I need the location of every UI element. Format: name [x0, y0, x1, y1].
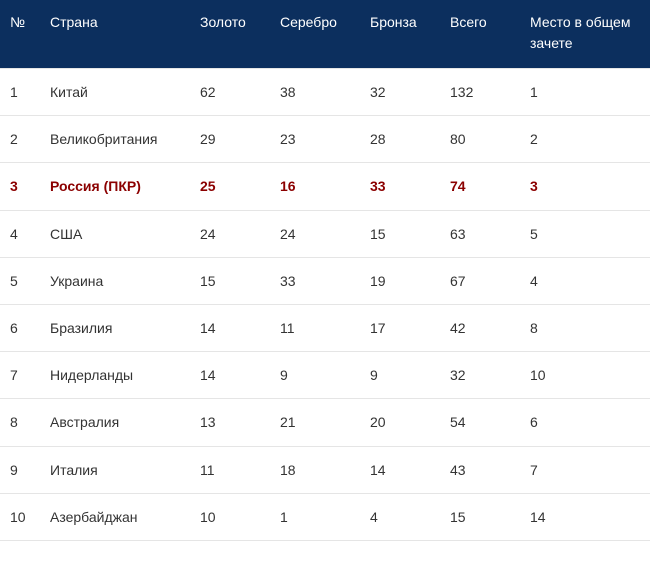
cell-silver: 16 [270, 163, 360, 210]
cell-num: 8 [0, 399, 40, 446]
cell-num: 3 [0, 163, 40, 210]
cell-country: Бразилия [40, 304, 190, 351]
cell-total: 74 [440, 163, 520, 210]
cell-num: 9 [0, 446, 40, 493]
cell-bronze: 15 [360, 210, 440, 257]
cell-bronze: 4 [360, 493, 440, 540]
cell-gold: 13 [190, 399, 270, 446]
col-header-country: Страна [40, 0, 190, 69]
table-row: 4США242415635 [0, 210, 650, 257]
col-header-gold: Золото [190, 0, 270, 69]
cell-num: 5 [0, 257, 40, 304]
cell-overall: 1 [520, 69, 650, 116]
cell-bronze: 20 [360, 399, 440, 446]
table-row: 8Австралия132120546 [0, 399, 650, 446]
col-header-silver: Серебро [270, 0, 360, 69]
table-row: 2Великобритания292328802 [0, 116, 650, 163]
col-header-overall: Место в общем зачете [520, 0, 650, 69]
col-header-bronze: Бронза [360, 0, 440, 69]
cell-gold: 29 [190, 116, 270, 163]
cell-overall: 7 [520, 446, 650, 493]
cell-country: Азербайджан [40, 493, 190, 540]
cell-silver: 18 [270, 446, 360, 493]
cell-gold: 25 [190, 163, 270, 210]
cell-total: 43 [440, 446, 520, 493]
cell-overall: 6 [520, 399, 650, 446]
cell-num: 6 [0, 304, 40, 351]
col-header-num: № [0, 0, 40, 69]
cell-country: Италия [40, 446, 190, 493]
cell-total: 54 [440, 399, 520, 446]
table-row: 7Нидерланды14993210 [0, 352, 650, 399]
cell-overall: 14 [520, 493, 650, 540]
col-header-total: Всего [440, 0, 520, 69]
header-row: № Страна Золото Серебро Бронза Всего Мес… [0, 0, 650, 69]
cell-num: 4 [0, 210, 40, 257]
cell-bronze: 32 [360, 69, 440, 116]
cell-bronze: 17 [360, 304, 440, 351]
cell-gold: 24 [190, 210, 270, 257]
cell-total: 42 [440, 304, 520, 351]
cell-country: Китай [40, 69, 190, 116]
cell-country: США [40, 210, 190, 257]
table-body: 1Китай62383213212Великобритания292328802… [0, 69, 650, 541]
cell-silver: 38 [270, 69, 360, 116]
cell-gold: 10 [190, 493, 270, 540]
cell-overall: 8 [520, 304, 650, 351]
cell-overall: 3 [520, 163, 650, 210]
cell-total: 80 [440, 116, 520, 163]
cell-silver: 24 [270, 210, 360, 257]
cell-total: 132 [440, 69, 520, 116]
cell-overall: 10 [520, 352, 650, 399]
cell-total: 63 [440, 210, 520, 257]
table-row: 10Азербайджан10141514 [0, 493, 650, 540]
cell-num: 2 [0, 116, 40, 163]
cell-bronze: 9 [360, 352, 440, 399]
cell-gold: 11 [190, 446, 270, 493]
cell-gold: 14 [190, 352, 270, 399]
cell-overall: 5 [520, 210, 650, 257]
medal-table: № Страна Золото Серебро Бронза Всего Мес… [0, 0, 650, 541]
medal-table-container: № Страна Золото Серебро Бронза Всего Мес… [0, 0, 650, 541]
cell-country: Россия (ПКР) [40, 163, 190, 210]
cell-total: 15 [440, 493, 520, 540]
cell-silver: 1 [270, 493, 360, 540]
cell-bronze: 28 [360, 116, 440, 163]
cell-country: Нидерланды [40, 352, 190, 399]
cell-country: Австралия [40, 399, 190, 446]
cell-total: 67 [440, 257, 520, 304]
cell-silver: 21 [270, 399, 360, 446]
cell-silver: 23 [270, 116, 360, 163]
cell-bronze: 33 [360, 163, 440, 210]
table-header: № Страна Золото Серебро Бронза Всего Мес… [0, 0, 650, 69]
table-row: 1Китай6238321321 [0, 69, 650, 116]
cell-gold: 15 [190, 257, 270, 304]
cell-bronze: 14 [360, 446, 440, 493]
table-row: 6Бразилия141117428 [0, 304, 650, 351]
table-row: 5Украина153319674 [0, 257, 650, 304]
cell-overall: 2 [520, 116, 650, 163]
cell-silver: 33 [270, 257, 360, 304]
cell-total: 32 [440, 352, 520, 399]
cell-silver: 9 [270, 352, 360, 399]
cell-gold: 62 [190, 69, 270, 116]
cell-num: 7 [0, 352, 40, 399]
cell-bronze: 19 [360, 257, 440, 304]
cell-silver: 11 [270, 304, 360, 351]
table-row: 3Россия (ПКР)251633743 [0, 163, 650, 210]
cell-num: 1 [0, 69, 40, 116]
cell-overall: 4 [520, 257, 650, 304]
cell-country: Украина [40, 257, 190, 304]
cell-num: 10 [0, 493, 40, 540]
table-row: 9Италия111814437 [0, 446, 650, 493]
cell-country: Великобритания [40, 116, 190, 163]
cell-gold: 14 [190, 304, 270, 351]
